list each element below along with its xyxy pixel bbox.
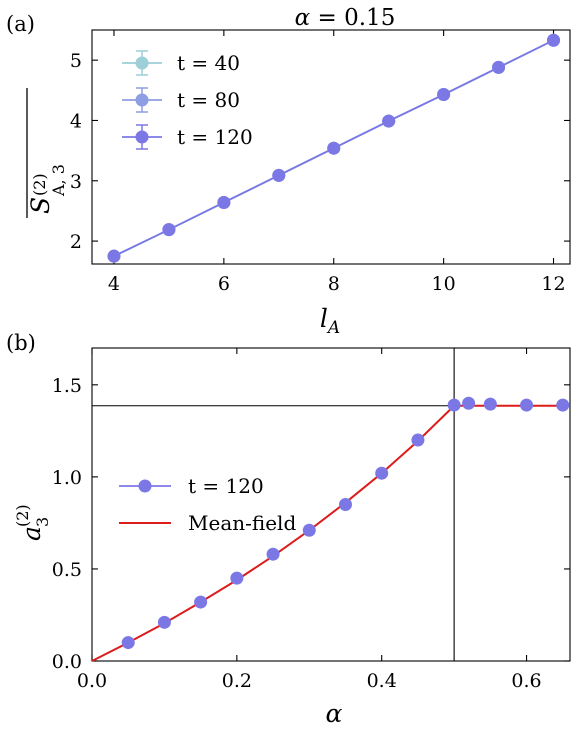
y-tick-label: 1.5 bbox=[52, 375, 82, 397]
svg-text:A, 3: A, 3 bbox=[49, 164, 68, 197]
data-point bbox=[162, 223, 176, 237]
data-point bbox=[121, 636, 135, 650]
y-tick-label: 3 bbox=[70, 171, 82, 193]
x-tick-label: 4 bbox=[108, 273, 120, 295]
panel-b-label: (b) bbox=[6, 331, 36, 355]
panel-b-reference-lines bbox=[92, 348, 570, 661]
y-tick-label: 2 bbox=[70, 231, 82, 253]
data-point bbox=[520, 398, 534, 412]
panel-a-plot-area bbox=[91, 29, 571, 265]
legend-marker bbox=[135, 93, 149, 107]
data-point bbox=[483, 397, 497, 411]
x-tick-label: 0.0 bbox=[77, 670, 107, 692]
legend-label: t = 120 bbox=[188, 474, 264, 498]
data-point bbox=[492, 60, 506, 74]
legend-marker bbox=[138, 479, 152, 493]
x-tick-label: 8 bbox=[328, 273, 340, 295]
data-point bbox=[272, 168, 286, 182]
data-point bbox=[157, 615, 171, 629]
panel-a-title: α = 0.15 bbox=[295, 5, 396, 31]
svg-text:(2): (2) bbox=[30, 173, 49, 196]
panel-b-ylabel: a (2) 3 bbox=[13, 504, 52, 541]
panel-a-xlabel: lA bbox=[320, 304, 340, 338]
data-point bbox=[327, 141, 341, 155]
x-tick-label: 0.2 bbox=[222, 670, 252, 692]
data-point bbox=[556, 398, 570, 412]
panel-a-marks bbox=[107, 33, 561, 263]
data-point bbox=[447, 398, 461, 412]
y-tick-label: 4 bbox=[70, 110, 82, 132]
data-point bbox=[437, 88, 451, 102]
panel-b-marks bbox=[91, 396, 570, 662]
x-tick-label: 6 bbox=[218, 273, 230, 295]
legend-label: t = 120 bbox=[177, 125, 253, 149]
svg-text:3: 3 bbox=[33, 517, 52, 527]
panel-a-ticks: 4 6 8 10 12 2 3 4 5 bbox=[70, 30, 570, 295]
data-point bbox=[302, 523, 316, 537]
x-tick-label: 12 bbox=[541, 273, 565, 295]
panel-b-plot-area bbox=[91, 347, 571, 662]
legend-label: t = 80 bbox=[177, 88, 240, 112]
panel-b: (b) 0.0 0.2 0.4 0.6 0.0 0.5 1.0 1.5 t = 120 Mean… bbox=[6, 331, 571, 728]
panel-b-ticks: 0.0 0.2 0.4 0.6 0.0 0.5 1.0 1.5 bbox=[52, 348, 570, 692]
panel-a-ylabel: S (2) A, 3 bbox=[26, 88, 68, 218]
x-tick-label: 0.6 bbox=[511, 670, 541, 692]
legend-label: t = 40 bbox=[177, 51, 240, 75]
legend-marker bbox=[135, 130, 149, 144]
data-point bbox=[375, 466, 389, 480]
y-tick-label: 0.0 bbox=[52, 651, 82, 673]
panel-b-xlabel: α bbox=[326, 699, 343, 728]
panel-a-legend: t = 40 t = 80 t = 120 bbox=[122, 50, 253, 150]
y-tick-label: 0.5 bbox=[52, 559, 82, 581]
data-point bbox=[217, 195, 231, 209]
svg-text:(2): (2) bbox=[13, 504, 32, 527]
data-point bbox=[338, 498, 352, 511]
data-point bbox=[462, 396, 476, 410]
x-tick-label: 0.4 bbox=[367, 670, 397, 692]
data-point bbox=[194, 595, 208, 609]
data-point bbox=[266, 547, 280, 561]
legend-marker bbox=[135, 56, 149, 70]
data-point bbox=[230, 571, 244, 585]
y-tick-label: 5 bbox=[70, 50, 82, 72]
legend-label: Mean-field bbox=[188, 511, 296, 535]
panel-a-label: (a) bbox=[6, 12, 35, 36]
x-tick-label: 10 bbox=[432, 273, 456, 295]
data-point bbox=[107, 249, 121, 263]
panel-b-legend: t = 120 Mean-field bbox=[119, 474, 296, 535]
y-tick-label: 1.0 bbox=[52, 467, 82, 489]
data-point bbox=[382, 114, 396, 128]
svg-text:a: a bbox=[17, 526, 46, 541]
svg-text:S: S bbox=[26, 197, 55, 214]
data-point bbox=[411, 433, 425, 447]
data-point bbox=[547, 33, 561, 47]
